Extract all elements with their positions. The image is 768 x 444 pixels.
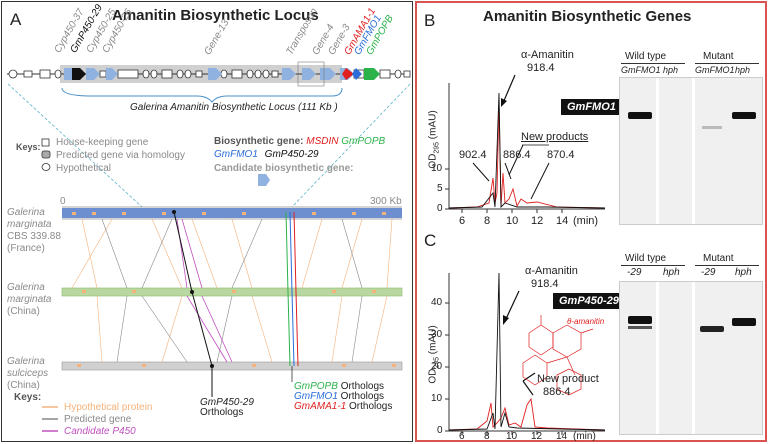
- biosynthetic-key: Biosynthetic gene: MSDIN GmPOPB: [214, 136, 385, 147]
- c-structure-label: θ-amanitin: [567, 317, 604, 326]
- c-gel-lane-1: -29: [627, 267, 641, 278]
- b-gel-wildtype: Wild type: [625, 51, 666, 62]
- c-new-product: New product: [537, 373, 599, 385]
- b-new-products: New products: [521, 131, 588, 143]
- gmpopb-arrow: [364, 68, 380, 80]
- locus-diagram: [2, 2, 412, 441]
- c-xtick-12: 12: [531, 431, 542, 442]
- b-gel-mutant: Mutant: [703, 51, 734, 62]
- species-sulciceps: Galerina sulciceps (China): [7, 356, 48, 392]
- b-ytick-5: 5: [437, 183, 443, 194]
- c-gel-wildtype: Wild type: [625, 253, 666, 264]
- p450-ortholog-label: GmP450-29 Orthologs: [200, 398, 254, 418]
- c-new-mass: 886.4: [543, 386, 571, 398]
- b-xtick-12: 12: [531, 215, 543, 227]
- scale-end: 300 Kb: [370, 196, 402, 207]
- track-sulciceps: [62, 362, 402, 370]
- candidate-key-arrow: [258, 174, 270, 186]
- biosynthetic-key-line2: GmFMO1 GmP450-29: [214, 149, 319, 160]
- scale-start: 0: [60, 196, 66, 207]
- bottom-key-predicted: Predicted gene: [64, 414, 131, 425]
- b-gel-lane-1: GmFMO1: [621, 65, 661, 75]
- bottom-key-hypothetical: Hypothetical protein: [64, 402, 152, 413]
- b-gel-lane-2: hph: [663, 65, 678, 75]
- key-housekeeping: House-keeping gene: [56, 137, 148, 148]
- c-xtick-6: 6: [459, 431, 465, 442]
- c-gel-mutant: Mutant: [703, 253, 734, 264]
- c-badge: GmP450-29: [553, 293, 625, 309]
- b-mass-886: 886.4: [503, 149, 531, 161]
- species-france: Galerina marginata CBS 339.88 (France): [7, 207, 61, 255]
- c-peak-mass: 918.4: [531, 278, 559, 290]
- c-gel-lane-2: hph: [663, 267, 680, 278]
- c-ytick-40: 40: [431, 297, 442, 308]
- c-xtick-14: 14: [556, 431, 567, 442]
- b-xtick-10: 10: [506, 215, 518, 227]
- c-ytick-10: 10: [431, 393, 442, 404]
- b-gel-lane-4: hph: [735, 65, 750, 75]
- c-gel-lane-3: -29: [701, 267, 715, 278]
- key-hypothetical: Hypothetical: [56, 163, 111, 174]
- candidate-gene-arrows: [64, 68, 354, 80]
- c-ytick-30: 30: [431, 329, 442, 340]
- keys-title: Keys:: [16, 142, 41, 152]
- bottom-keys-title: Keys:: [14, 392, 41, 403]
- b-xtick-8: 8: [484, 215, 490, 227]
- bottom-key-candidate: Candidate P450: [64, 426, 136, 437]
- species-marginata-china: Galerina marginata (China): [7, 282, 51, 318]
- biosynthetic-ortholog-labels: GmPOPB Orthologs GmFMO1 Orthologs GmAMA1…: [294, 382, 392, 412]
- c-ytick-0: 0: [437, 425, 443, 436]
- b-gel-lane-3: GmFMO1: [695, 65, 735, 75]
- c-gel-image: [619, 281, 763, 435]
- c-xtick-8: 8: [484, 431, 490, 442]
- key-predicted: Predicted gene via homology: [56, 150, 185, 161]
- b-ytick-10: 10: [431, 163, 442, 174]
- track-france: [62, 208, 402, 218]
- b-badge: GmFMO1: [561, 99, 622, 115]
- candidate-key: Candidate biosynthetic gene:: [214, 163, 353, 174]
- b-peak-label: α-Amanitin: [521, 49, 574, 61]
- locus-brace: [62, 88, 342, 102]
- c-xunit: (min): [573, 431, 596, 442]
- c-xtick-10: 10: [506, 431, 517, 442]
- c-gel-lane-4: hph: [735, 267, 752, 278]
- b-ytick-0: 0: [437, 203, 443, 214]
- locus-label: Galerina Amanitin Biosynthetic Locus (11…: [130, 102, 338, 113]
- b-mass-902: 902.4: [459, 149, 487, 161]
- b-xunit: (min): [573, 215, 598, 227]
- b-mass-870: 870.4: [547, 149, 575, 161]
- b-peak-mass: 918.4: [527, 62, 555, 74]
- b-gel-image: [619, 77, 763, 225]
- b-xtick-14: 14: [556, 215, 568, 227]
- c-peak-label: α-Amanitin: [525, 265, 578, 277]
- panel-a: A Amanitin Biosynthetic Locus: [1, 1, 413, 442]
- b-ylabel: OD295 (mAU): [428, 110, 441, 168]
- b-xtick-6: 6: [459, 215, 465, 227]
- c-ytick-20: 20: [431, 361, 442, 372]
- panel-bc: Amanitin Biosynthetic Genes B C: [415, 1, 767, 442]
